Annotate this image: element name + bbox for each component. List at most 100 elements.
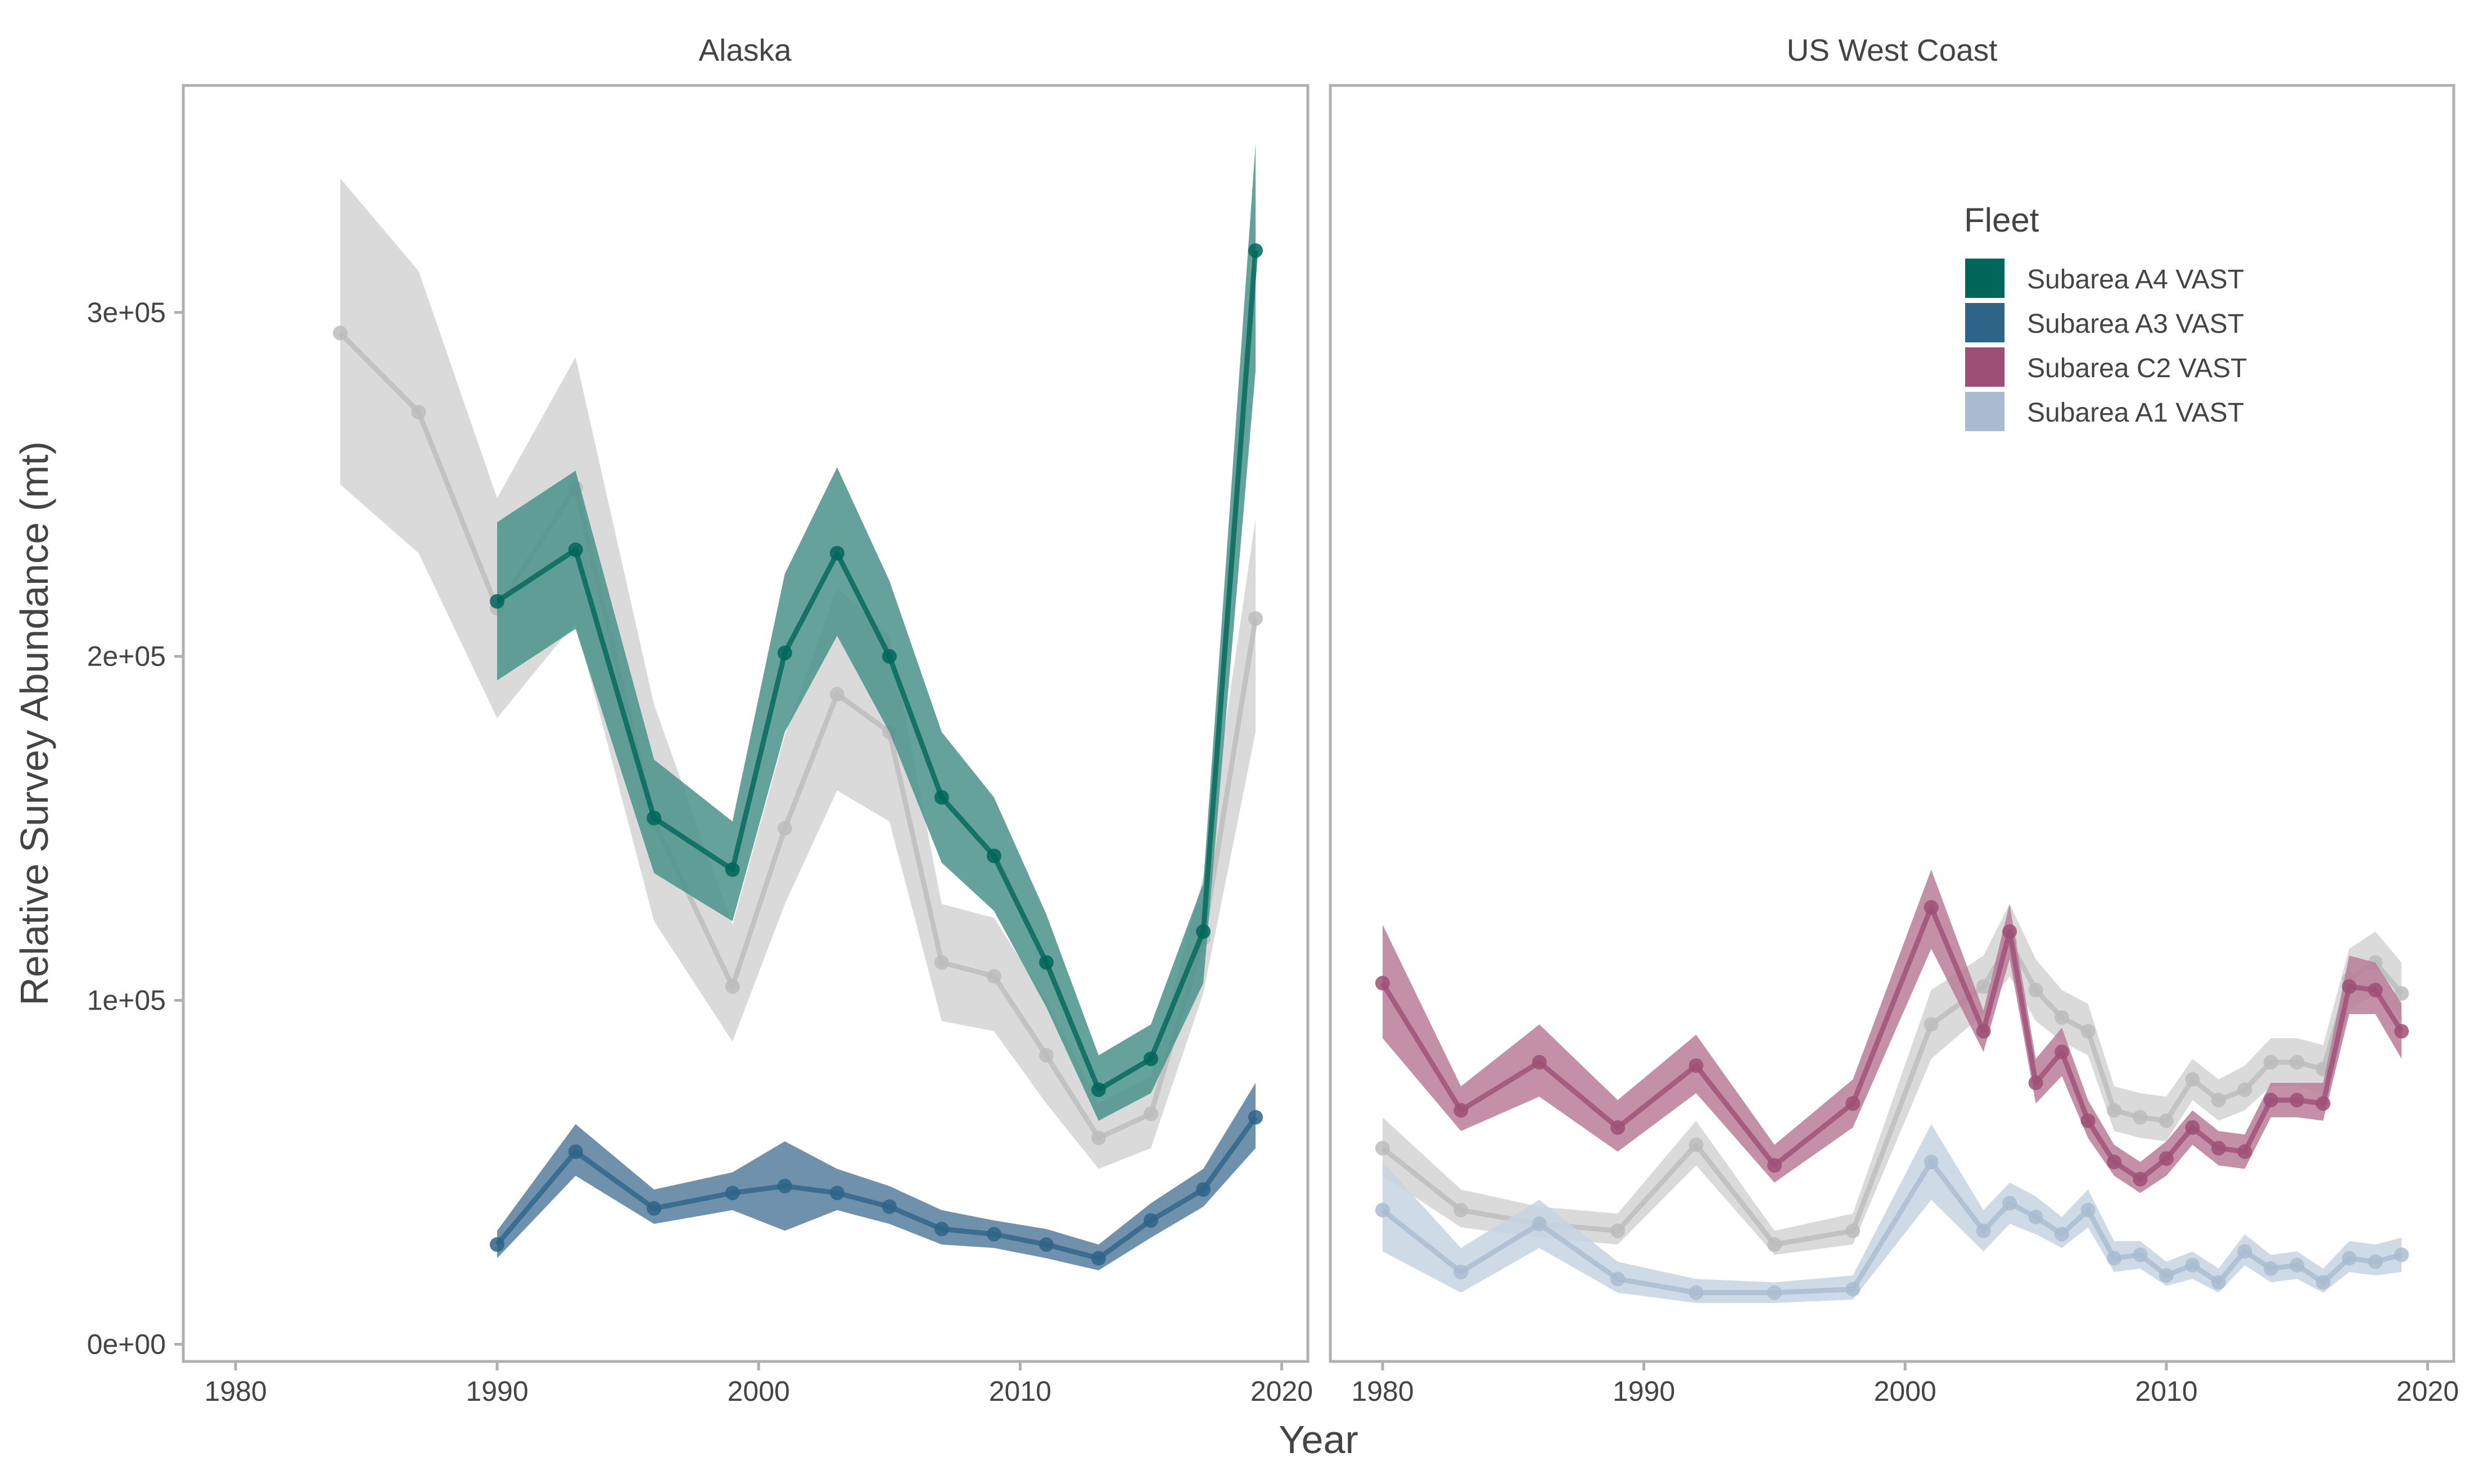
data-point-subarea-a4-vast	[777, 645, 792, 660]
legend-title: Fleet	[1964, 201, 2039, 239]
data-point-reference	[2290, 1055, 2305, 1070]
ci-band-reference	[340, 178, 1256, 1169]
data-point-subarea-a3-vast	[934, 1221, 949, 1237]
data-point-reference	[2394, 986, 2409, 1001]
x-axis-alaska: 1980 1990 2000 2010 2020	[204, 1361, 1313, 1407]
data-point-subarea-a3-vast	[647, 1201, 662, 1216]
data-point-subarea-a4-vast	[1248, 243, 1263, 258]
series-line-subarea-a4-vast	[495, 250, 1258, 1093]
y-tick-label: 0e+00	[87, 1328, 166, 1360]
legend: Fleet Subarea A4 VAST Subarea A3 VAST Su…	[1964, 201, 2247, 431]
data-point-subarea-a4-vast	[1196, 924, 1211, 939]
data-point-subarea-c2-vast	[2394, 1024, 2409, 1039]
x-tick-label: 2000	[728, 1376, 790, 1407]
data-point-subarea-a4-vast	[1039, 955, 1054, 970]
x-tick-label: 2020	[1250, 1376, 1313, 1407]
data-point-subarea-a4-vast	[725, 862, 740, 877]
data-point-subarea-c2-vast	[1610, 1120, 1626, 1135]
legend-swatch-a3	[1965, 303, 2005, 342]
data-point-subarea-a4-vast	[882, 649, 897, 664]
data-point-reference	[777, 821, 792, 836]
data-point-subarea-a4-vast	[1091, 1082, 1106, 1097]
data-point-subarea-c2-vast	[1375, 976, 1390, 990]
legend-swatch-c2	[1965, 347, 2005, 387]
data-point-subarea-a1-vast	[1689, 1285, 1704, 1300]
panel-title-us-west-coast: US West Coast	[1787, 33, 1998, 67]
data-point-subarea-a1-vast	[2368, 1254, 2383, 1269]
y-tick-label: 1e+05	[87, 985, 166, 1016]
legend-swatch-a4	[1965, 259, 2005, 298]
data-point-subarea-a3-vast	[1196, 1182, 1211, 1197]
data-point-subarea-c2-vast	[2315, 1096, 2331, 1111]
panel-title-alaska: Alaska	[698, 33, 791, 67]
data-point-subarea-c2-vast	[2028, 1075, 2043, 1091]
data-point-subarea-a4-vast	[568, 542, 583, 557]
data-point-subarea-a3-vast	[882, 1199, 897, 1214]
data-point-subarea-a1-vast	[1610, 1272, 1626, 1287]
data-point-reference	[1039, 1048, 1054, 1063]
data-point-reference	[2055, 1010, 2069, 1025]
data-point-subarea-c2-vast	[1845, 1096, 1861, 1111]
panel-frame-us-west-coast	[1329, 84, 2455, 1363]
data-point-reference	[333, 325, 348, 341]
data-point-subarea-a4-vast	[934, 790, 949, 805]
data-point-reference	[1091, 1130, 1106, 1146]
data-point-subarea-a1-vast	[2237, 1244, 2252, 1259]
data-point-reference	[2107, 1103, 2121, 1118]
data-point-subarea-a3-vast	[777, 1179, 792, 1193]
legend-label-c2: Subarea C2 VAST	[2027, 354, 2247, 383]
data-point-subarea-a1-vast	[1532, 1216, 1547, 1232]
legend-label-a4: Subarea A4 VAST	[2027, 265, 2244, 295]
legend-swatch-a1	[1965, 392, 2005, 431]
data-point-reference	[1248, 611, 1263, 626]
series-line-subarea-a3-vast	[495, 1115, 1258, 1261]
data-point-reference	[1924, 1017, 1939, 1032]
data-point-reference	[725, 979, 740, 994]
data-point-subarea-c2-vast	[2342, 979, 2357, 994]
x-tick-label: 2010	[989, 1376, 1051, 1407]
x-tick-label: 1990	[1613, 1376, 1675, 1407]
data-point-reference	[1767, 1237, 1782, 1252]
data-point-subarea-a4-vast	[986, 848, 1001, 863]
data-point-subarea-a1-vast	[2107, 1251, 2121, 1266]
data-point-subarea-a1-vast	[2133, 1247, 2148, 1263]
data-point-reference	[829, 687, 845, 702]
data-point-subarea-c2-vast	[2368, 983, 2383, 998]
data-point-subarea-a1-vast	[2080, 1202, 2096, 1218]
data-point-subarea-c2-vast	[1767, 1158, 1782, 1173]
data-point-subarea-c2-vast	[1532, 1055, 1547, 1070]
data-point-subarea-a3-vast	[490, 1237, 505, 1252]
x-axis-title: Year	[1279, 1418, 1358, 1462]
x-axis-us-west-coast: 1980 1990 2000 2010 2020	[1351, 1361, 2459, 1407]
y-tick-label: 2e+05	[87, 641, 166, 672]
data-point-subarea-a1-vast	[2315, 1275, 2331, 1290]
data-point-subarea-a4-vast	[829, 546, 845, 561]
data-point-subarea-a3-vast	[829, 1186, 845, 1201]
data-point-subarea-a1-vast	[2002, 1196, 2017, 1211]
data-point-subarea-a1-vast	[2342, 1251, 2357, 1266]
y-tick-label: 3e+05	[87, 297, 166, 328]
data-point-reference	[2211, 1093, 2226, 1107]
data-point-subarea-a1-vast	[2055, 1227, 2069, 1242]
data-point-subarea-c2-vast	[2263, 1093, 2278, 1107]
panel-alaska-plot	[333, 144, 1263, 1270]
data-point-subarea-a1-vast	[1375, 1202, 1390, 1218]
data-point-subarea-a3-vast	[1091, 1251, 1106, 1266]
panel-us-west-coast-plot	[1375, 870, 2409, 1303]
data-point-reference	[1689, 1137, 1704, 1152]
x-tick-label: 2010	[2135, 1376, 2197, 1407]
x-tick-label: 1980	[1351, 1376, 1414, 1407]
data-point-subarea-a3-vast	[1143, 1213, 1158, 1228]
data-point-subarea-a1-vast	[2211, 1275, 2226, 1290]
data-point-reference	[1610, 1223, 1626, 1238]
data-point-subarea-a1-vast	[2263, 1261, 2278, 1276]
data-point-subarea-a4-vast	[490, 594, 505, 609]
data-point-subarea-a3-vast	[1248, 1110, 1263, 1125]
data-point-reference	[2080, 1024, 2096, 1039]
y-axis: 0e+00 1e+05 2e+05 3e+05	[87, 297, 183, 1360]
data-point-subarea-c2-vast	[2107, 1155, 2121, 1170]
data-point-subarea-a3-vast	[568, 1144, 583, 1159]
data-point-subarea-c2-vast	[2185, 1120, 2200, 1135]
data-point-reference	[411, 405, 426, 420]
